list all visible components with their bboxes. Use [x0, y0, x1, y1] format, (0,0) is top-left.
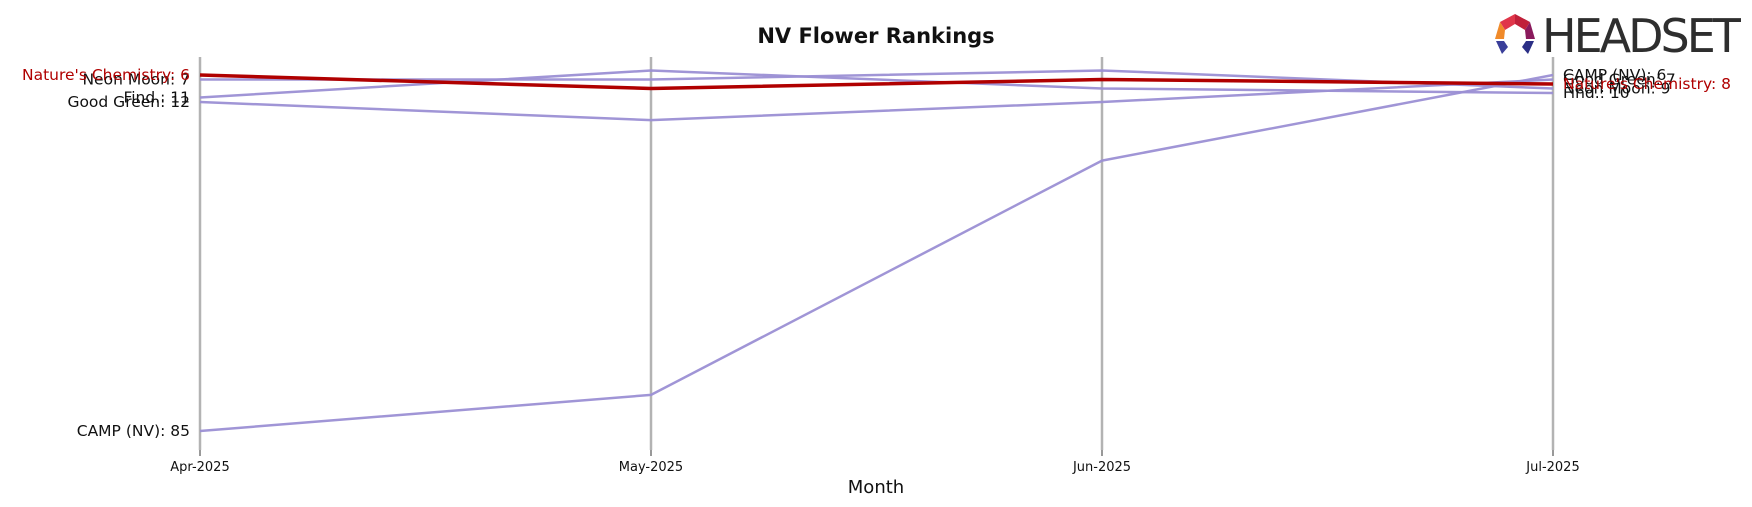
series-lines	[199, 69, 1554, 433]
series-line	[199, 69, 1554, 99]
end-label: Nature's Chemistry: 8	[1563, 75, 1731, 93]
x-tick-label: Jun-2025	[1072, 460, 1131, 475]
series-line	[199, 73, 1554, 433]
x-axis-title: Month	[848, 477, 904, 498]
x-tick-label: Jul-2025	[1525, 460, 1579, 475]
x-tick-label: May-2025	[619, 460, 683, 475]
end-label: CAMP (NV): 6	[1563, 66, 1666, 84]
start-label: CAMP (NV): 85	[77, 422, 190, 440]
logo-text: HEADSET	[1542, 9, 1742, 63]
headset-logo: HEADSET	[1495, 9, 1745, 63]
start-label: Neon Moon: 7	[82, 71, 190, 89]
start-label: Nature's Chemistry: 6	[22, 66, 190, 84]
chart-title: NV Flower Rankings	[757, 24, 994, 48]
x-axis-ticks: Apr-2025 May-2025 Jun-2025 Jul-2025	[170, 450, 1580, 475]
x-tick-label: Apr-2025	[170, 460, 229, 475]
end-label: Neon Moon: 9	[1563, 80, 1671, 98]
end-label: Good Green: 7	[1563, 71, 1676, 89]
series-line	[200, 69, 1554, 90]
start-label: Good Green: 12	[67, 93, 190, 111]
month-gridlines	[198, 57, 1555, 450]
headset-hexagon-icon	[1495, 14, 1535, 54]
series-line	[199, 73, 1554, 91]
start-label: Find.: 11	[123, 89, 190, 107]
end-label: Find.: 10	[1563, 84, 1630, 102]
